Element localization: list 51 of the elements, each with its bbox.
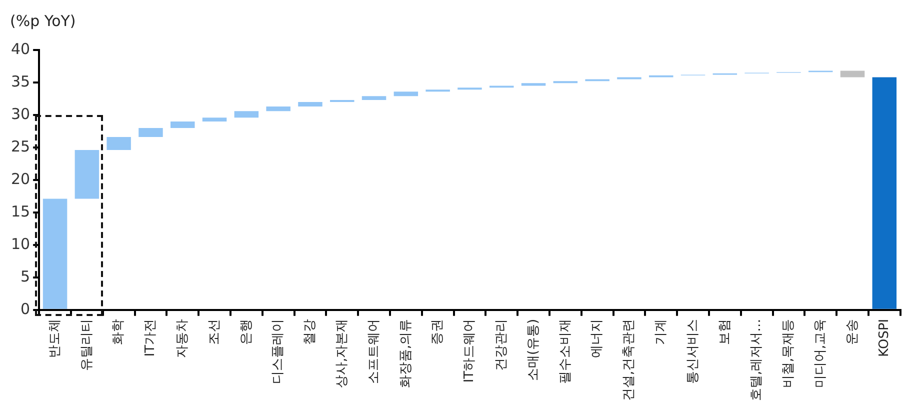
x-tick-label: 보험	[717, 318, 732, 345]
x-tick-label: 기계	[653, 318, 668, 345]
y-tick-label: 40	[10, 40, 30, 58]
bar	[106, 137, 131, 150]
y-tick-label: 30	[10, 104, 30, 123]
x-tick-label: IT하드웨어	[462, 318, 478, 383]
y-axis-title: (%p YoY)	[10, 12, 76, 30]
x-tick-label: KOSPI	[876, 318, 892, 357]
x-tick-label: 통신서비스	[685, 318, 700, 384]
x-tick-label: 화장품,의류	[398, 318, 414, 388]
x-tick-label: 비철,목재등	[781, 318, 796, 388]
x-tick-label: 운송	[844, 318, 860, 345]
y-tick-label: 0	[20, 300, 30, 318]
x-tick-label: 소프트웨어	[366, 318, 382, 384]
bar	[74, 150, 100, 199]
bar	[202, 118, 227, 122]
x-tick-label: 조선	[206, 318, 222, 345]
x-tick-label: 철강	[302, 318, 318, 345]
bar	[394, 92, 418, 96]
bar	[521, 83, 546, 86]
bar	[234, 111, 259, 118]
x-tick-label: 증권	[430, 318, 446, 345]
bar	[872, 77, 897, 309]
bar	[362, 96, 386, 100]
bar	[298, 102, 322, 107]
bar	[266, 106, 290, 112]
x-tick-label: 에너지	[590, 318, 605, 358]
bar	[42, 198, 68, 309]
x-tick-label: IT가전	[143, 318, 158, 357]
y-tick-label: 35	[10, 72, 30, 90]
bar	[840, 70, 865, 78]
x-tick-label: 미디어,교육	[812, 318, 828, 388]
x-tick-label: 상사,자본재	[334, 318, 350, 388]
y-tick-label: 10	[10, 234, 30, 253]
x-tick-label: 자동차	[175, 318, 190, 358]
x-tick-label: 반도체	[47, 318, 62, 358]
x-tick-label: 소매(유통)	[526, 318, 541, 382]
x-tick-label: 건설,건축관련	[622, 318, 637, 402]
bar	[138, 128, 163, 138]
y-tick-label: 20	[10, 170, 30, 188]
y-tick-label: 25	[10, 137, 30, 156]
x-tick-label: 건강관리	[494, 318, 509, 371]
x-tick-label: 디스플레이	[270, 318, 286, 384]
y-tick-label: 5	[20, 267, 30, 286]
bar	[170, 121, 195, 128]
x-tick-label: 필수소비재	[558, 318, 573, 384]
x-tick-label: 호텔,레저서…	[749, 318, 764, 402]
x-tick-label: 은행	[238, 318, 254, 345]
x-tick-label: 화학	[111, 318, 126, 345]
y-tick-label: 15	[10, 202, 30, 220]
x-tick-label: 유틸리티	[79, 318, 94, 371]
